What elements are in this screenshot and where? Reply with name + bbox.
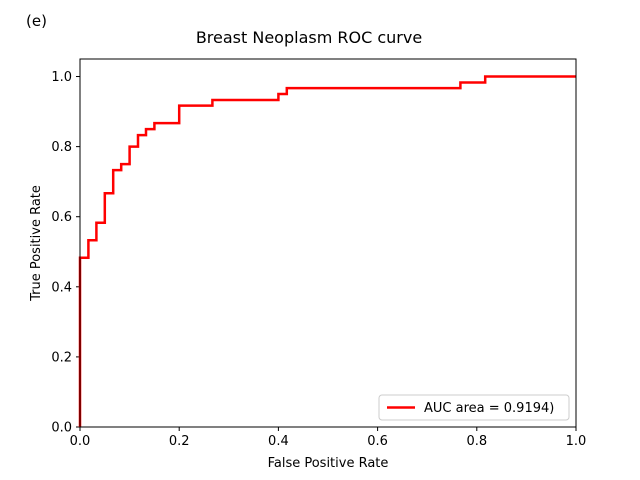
y-tick-label: 0.2 — [51, 350, 72, 365]
x-axis-label: False Positive Rate — [268, 456, 389, 471]
x-tick-label: 0.8 — [466, 434, 487, 449]
y-tick-label: 0.8 — [51, 140, 72, 155]
y-tick-label: 0.4 — [51, 280, 72, 295]
x-tick-label: 0.6 — [367, 434, 388, 449]
panel-label: (e) — [26, 12, 47, 30]
x-tick-label: 0.2 — [169, 434, 190, 449]
roc-curve-line — [78, 75, 576, 427]
legend: AUC area = 0.9194) — [378, 394, 570, 421]
axis-ticks: 0.0 0.2 0.4 0.6 0.8 1.0 0.0 0.2 0.4 0.6 0.8 1.0 — [51, 70, 586, 449]
legend-label: AUC area = 0.9194) — [424, 401, 554, 416]
x-tick-label: 1.0 — [566, 434, 587, 449]
chart-title: Breast Neoplasm ROC curve — [196, 28, 422, 47]
plot-frame — [79, 58, 577, 428]
x-tick-label: 0.0 — [70, 434, 91, 449]
x-tick-label: 0.4 — [268, 434, 289, 449]
y-tick-label: 0.6 — [51, 210, 72, 225]
y-axis-label: True Positive Rate — [29, 185, 44, 302]
legend-box — [378, 394, 570, 421]
y-tick-label: 0.0 — [51, 421, 72, 436]
y-tick-label: 1.0 — [51, 70, 72, 85]
